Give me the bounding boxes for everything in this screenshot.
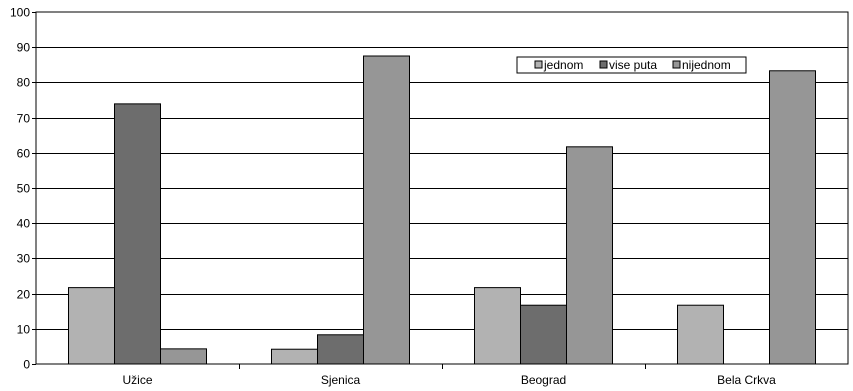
bar-jednom-1	[271, 348, 318, 365]
y-tick-label: 0	[23, 358, 30, 372]
legend: jednom vise puta nijednom	[516, 56, 747, 74]
legend-label-nijednom: nijednom	[682, 58, 731, 72]
bar-vise-puta-2	[520, 304, 567, 365]
y-tick-label: 80	[17, 76, 31, 90]
bar-nijednom-2	[566, 146, 613, 365]
gridlines	[36, 47, 848, 330]
y-tick-label: 40	[17, 217, 31, 231]
y-tick-label: 100	[10, 6, 30, 20]
y-tick-label: 60	[17, 147, 31, 161]
bar-nijednom-1	[363, 55, 410, 365]
y-axis: 0 10 20 30 40 50 60 70 80 90 100	[10, 6, 36, 372]
y-tick-label: 20	[17, 288, 31, 302]
x-tick-label: Užice	[122, 373, 152, 387]
legend-box	[516, 56, 747, 74]
y-tick-label: 70	[17, 112, 31, 126]
legend-swatch-vise-puta	[599, 60, 608, 69]
bar-nijednom-3	[769, 70, 816, 365]
x-tick-label: Sjenica	[321, 373, 361, 387]
legend-swatch-nijednom	[672, 60, 681, 69]
y-tick-label: 30	[17, 252, 31, 266]
legend-label-vise-puta: vise puta	[609, 58, 657, 72]
bar-vise-puta-0	[114, 103, 161, 365]
x-tick-label: Beograd	[521, 373, 566, 387]
bar-nijednom-0	[160, 348, 207, 365]
y-tick-label: 50	[17, 182, 31, 196]
bar-group	[68, 55, 816, 365]
bar-vise-puta-1	[317, 334, 364, 365]
legend-label-jednom: jednom	[543, 58, 583, 72]
bar-jednom-3	[677, 304, 724, 365]
y-tick-label: 90	[17, 41, 31, 55]
bar-jednom-2	[474, 287, 521, 365]
legend-swatch-jednom	[534, 60, 543, 69]
x-axis: Užice Sjenica Beograd Bela Crkva	[122, 364, 776, 387]
y-tick-label: 10	[17, 323, 31, 337]
x-tick-label: Bela Crkva	[717, 373, 776, 387]
bar-jednom-0	[68, 287, 115, 365]
